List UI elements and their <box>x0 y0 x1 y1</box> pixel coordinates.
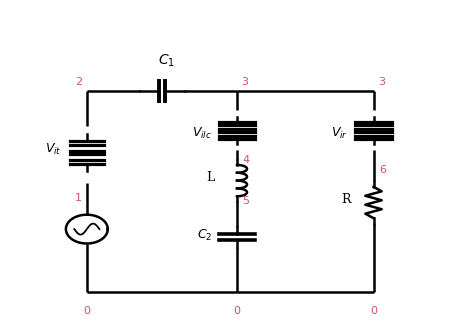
Text: 3: 3 <box>242 77 248 87</box>
Text: $V_{ir}$: $V_{ir}$ <box>331 126 348 141</box>
Text: $V_{ilc}$: $V_{ilc}$ <box>192 126 212 141</box>
Text: R: R <box>341 193 351 206</box>
Text: 0: 0 <box>83 306 91 316</box>
Text: 0: 0 <box>234 306 240 316</box>
Text: 1: 1 <box>75 193 82 203</box>
Text: 3: 3 <box>378 77 385 87</box>
Text: L: L <box>206 171 214 184</box>
Text: 4: 4 <box>243 155 250 165</box>
Text: 5: 5 <box>243 196 249 206</box>
Text: 0: 0 <box>370 306 377 316</box>
Text: $C_1$: $C_1$ <box>158 53 175 70</box>
Text: $V_{it}$: $V_{it}$ <box>45 142 62 157</box>
Text: 6: 6 <box>379 165 386 174</box>
Text: 2: 2 <box>75 77 82 87</box>
Text: $C_2$: $C_2$ <box>197 228 212 243</box>
